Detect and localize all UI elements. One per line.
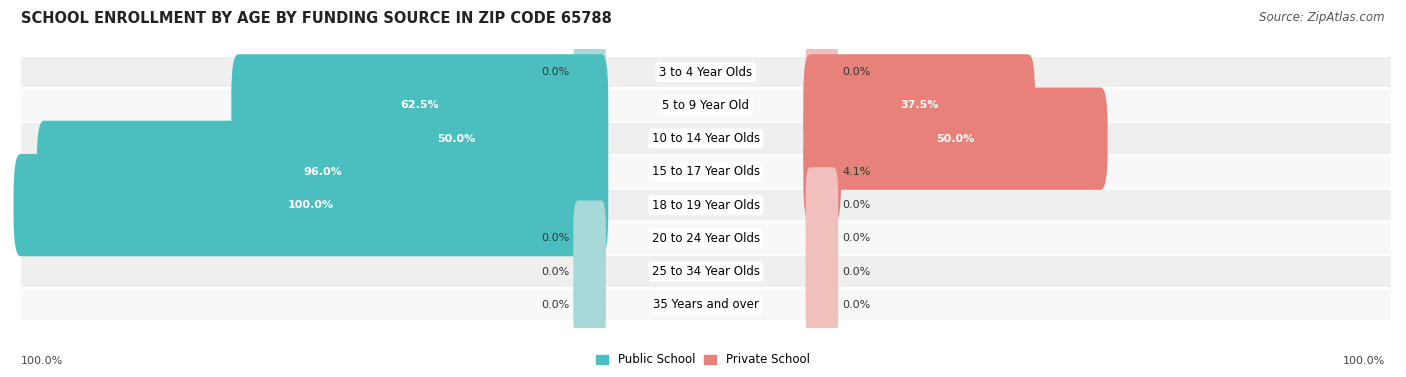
FancyBboxPatch shape (806, 267, 838, 343)
FancyBboxPatch shape (803, 121, 841, 223)
Text: 37.5%: 37.5% (900, 100, 938, 110)
FancyBboxPatch shape (37, 121, 609, 223)
Text: 0.0%: 0.0% (541, 267, 569, 277)
FancyBboxPatch shape (21, 156, 1391, 187)
FancyBboxPatch shape (14, 154, 609, 256)
FancyBboxPatch shape (304, 87, 609, 190)
Text: 62.5%: 62.5% (401, 100, 439, 110)
Text: 0.0%: 0.0% (842, 67, 870, 77)
FancyBboxPatch shape (574, 34, 606, 110)
FancyBboxPatch shape (806, 34, 838, 110)
Text: 25 to 34 Year Olds: 25 to 34 Year Olds (652, 265, 759, 278)
FancyBboxPatch shape (21, 90, 1391, 121)
Text: 20 to 24 Year Olds: 20 to 24 Year Olds (652, 232, 759, 245)
Text: Source: ZipAtlas.com: Source: ZipAtlas.com (1260, 11, 1385, 24)
Text: 35 Years and over: 35 Years and over (652, 298, 759, 311)
FancyBboxPatch shape (21, 57, 1391, 87)
Text: 100.0%: 100.0% (21, 356, 63, 366)
Text: 0.0%: 0.0% (842, 300, 870, 310)
FancyBboxPatch shape (232, 54, 609, 156)
FancyBboxPatch shape (806, 167, 838, 243)
Text: SCHOOL ENROLLMENT BY AGE BY FUNDING SOURCE IN ZIP CODE 65788: SCHOOL ENROLLMENT BY AGE BY FUNDING SOUR… (21, 11, 612, 26)
FancyBboxPatch shape (574, 201, 606, 276)
FancyBboxPatch shape (21, 223, 1391, 254)
Text: 0.0%: 0.0% (842, 233, 870, 243)
Text: 96.0%: 96.0% (304, 167, 342, 177)
Text: 50.0%: 50.0% (936, 134, 974, 144)
FancyBboxPatch shape (21, 123, 1391, 154)
Legend: Public School, Private School: Public School, Private School (592, 349, 814, 371)
Text: 5 to 9 Year Old: 5 to 9 Year Old (662, 99, 749, 112)
Text: 15 to 17 Year Olds: 15 to 17 Year Olds (652, 166, 759, 178)
FancyBboxPatch shape (806, 201, 838, 276)
FancyBboxPatch shape (574, 267, 606, 343)
FancyBboxPatch shape (21, 290, 1391, 320)
Text: 100.0%: 100.0% (288, 200, 333, 210)
FancyBboxPatch shape (803, 87, 1108, 190)
Text: 0.0%: 0.0% (842, 200, 870, 210)
Text: 3 to 4 Year Olds: 3 to 4 Year Olds (659, 66, 752, 79)
Text: 100.0%: 100.0% (1343, 356, 1385, 366)
Text: 0.0%: 0.0% (541, 67, 569, 77)
FancyBboxPatch shape (574, 234, 606, 310)
Text: 0.0%: 0.0% (541, 300, 569, 310)
FancyBboxPatch shape (806, 234, 838, 310)
Text: 10 to 14 Year Olds: 10 to 14 Year Olds (652, 132, 759, 145)
Text: 0.0%: 0.0% (842, 267, 870, 277)
Text: 50.0%: 50.0% (437, 134, 475, 144)
Text: 4.1%: 4.1% (842, 167, 872, 177)
FancyBboxPatch shape (803, 54, 1035, 156)
FancyBboxPatch shape (21, 190, 1391, 221)
FancyBboxPatch shape (21, 256, 1391, 287)
Text: 18 to 19 Year Olds: 18 to 19 Year Olds (652, 199, 759, 211)
Text: 0.0%: 0.0% (541, 233, 569, 243)
